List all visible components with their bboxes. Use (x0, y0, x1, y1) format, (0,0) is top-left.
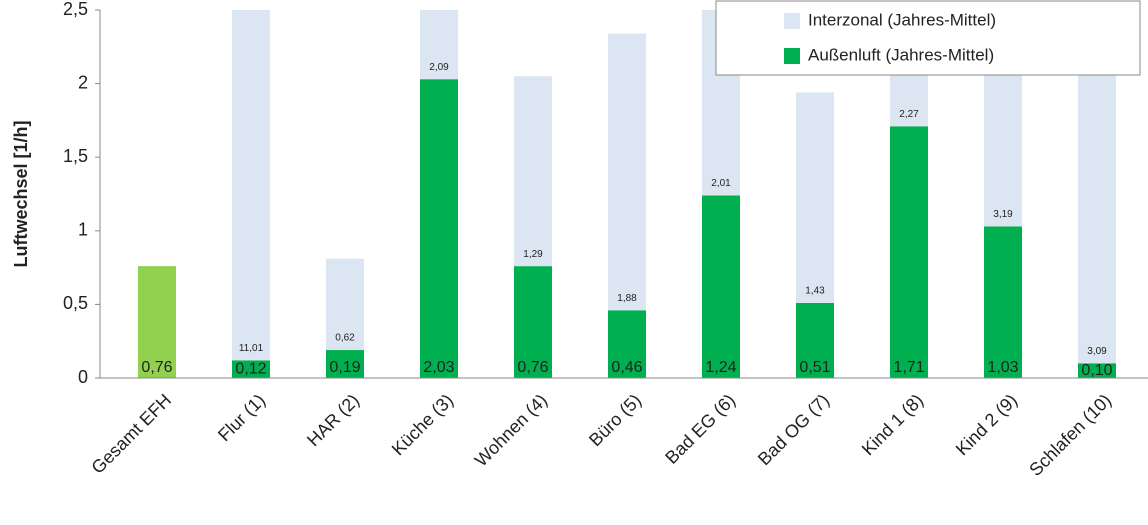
data-label: 1,24 (705, 359, 736, 376)
data-label: 0,51 (799, 359, 830, 376)
y-axis-title: Luftwechsel [1/h] (11, 120, 31, 267)
data-label: 1,43 (805, 286, 825, 297)
legend-label: Interzonal (Jahres-Mittel) (808, 10, 996, 29)
data-label: 0,19 (329, 359, 360, 376)
x-tick-label: Bad EG (6) (661, 390, 739, 468)
data-label: 1,71 (893, 359, 924, 376)
data-label: 11,01 (239, 343, 264, 354)
x-tick-label: Kind 1 (8) (858, 390, 927, 459)
legend-swatch (784, 48, 800, 64)
data-label: 2,27 (899, 109, 919, 120)
y-tick-label: 0 (78, 367, 88, 387)
bar-segment (890, 126, 928, 379)
legend-label: Außenluft (Jahres-Mittel) (808, 45, 994, 64)
y-tick-label: 0,5 (63, 293, 88, 313)
y-tick-label: 1 (78, 220, 88, 240)
x-tick-label: Bad OG (7) (754, 390, 833, 469)
data-label: 0,46 (611, 359, 642, 376)
bar-segment (702, 195, 740, 378)
x-tick-label: Flur (1) (214, 390, 269, 445)
bar-segment (232, 360, 270, 378)
bar-segment (232, 10, 270, 361)
bar-segment (326, 258, 364, 351)
x-tick-label: Küche (3) (388, 390, 457, 459)
bar-segment (796, 92, 834, 303)
bar-segment (514, 266, 552, 378)
legend-swatch (784, 13, 800, 29)
bar-segment (420, 10, 458, 80)
x-tick-label: Wohnen (4) (471, 390, 551, 470)
bar-segment (796, 302, 834, 378)
data-label: 0,12 (235, 360, 266, 377)
x-tick-label: Büro (5) (585, 390, 645, 450)
x-tick-label: HAR (2) (303, 390, 363, 450)
data-label: 3,09 (1087, 346, 1107, 357)
data-label: 0,76 (517, 359, 548, 376)
data-label: 0,76 (141, 359, 172, 376)
bar-segment (608, 33, 646, 311)
data-label: 0,10 (1081, 362, 1112, 379)
data-label: 0,62 (335, 333, 355, 344)
y-tick-label: 2,5 (63, 0, 88, 19)
y-tick-label: 1,5 (63, 146, 88, 166)
data-label: 1,03 (987, 359, 1018, 376)
bar-segment (420, 79, 458, 379)
data-label: 2,01 (711, 178, 731, 189)
x-tick-label: Kind 2 (9) (952, 390, 1021, 459)
data-label: 1,88 (617, 293, 637, 304)
data-label: 3,19 (993, 209, 1013, 220)
bar-segment (138, 266, 176, 378)
bar-segment (326, 350, 364, 378)
bar-segment (1078, 363, 1116, 378)
data-label: 1,29 (523, 249, 543, 260)
bar-segment (608, 310, 646, 378)
bar-segment (514, 76, 552, 267)
data-label: 2,09 (429, 62, 449, 73)
bar-segment (984, 226, 1022, 378)
x-tick-label: Schlafen (10) (1025, 390, 1115, 480)
y-tick-label: 2 (78, 72, 88, 92)
data-label: 2,03 (423, 359, 454, 376)
plot-area (138, 10, 1116, 379)
x-tick-label: Gesamt EFH (87, 390, 175, 478)
